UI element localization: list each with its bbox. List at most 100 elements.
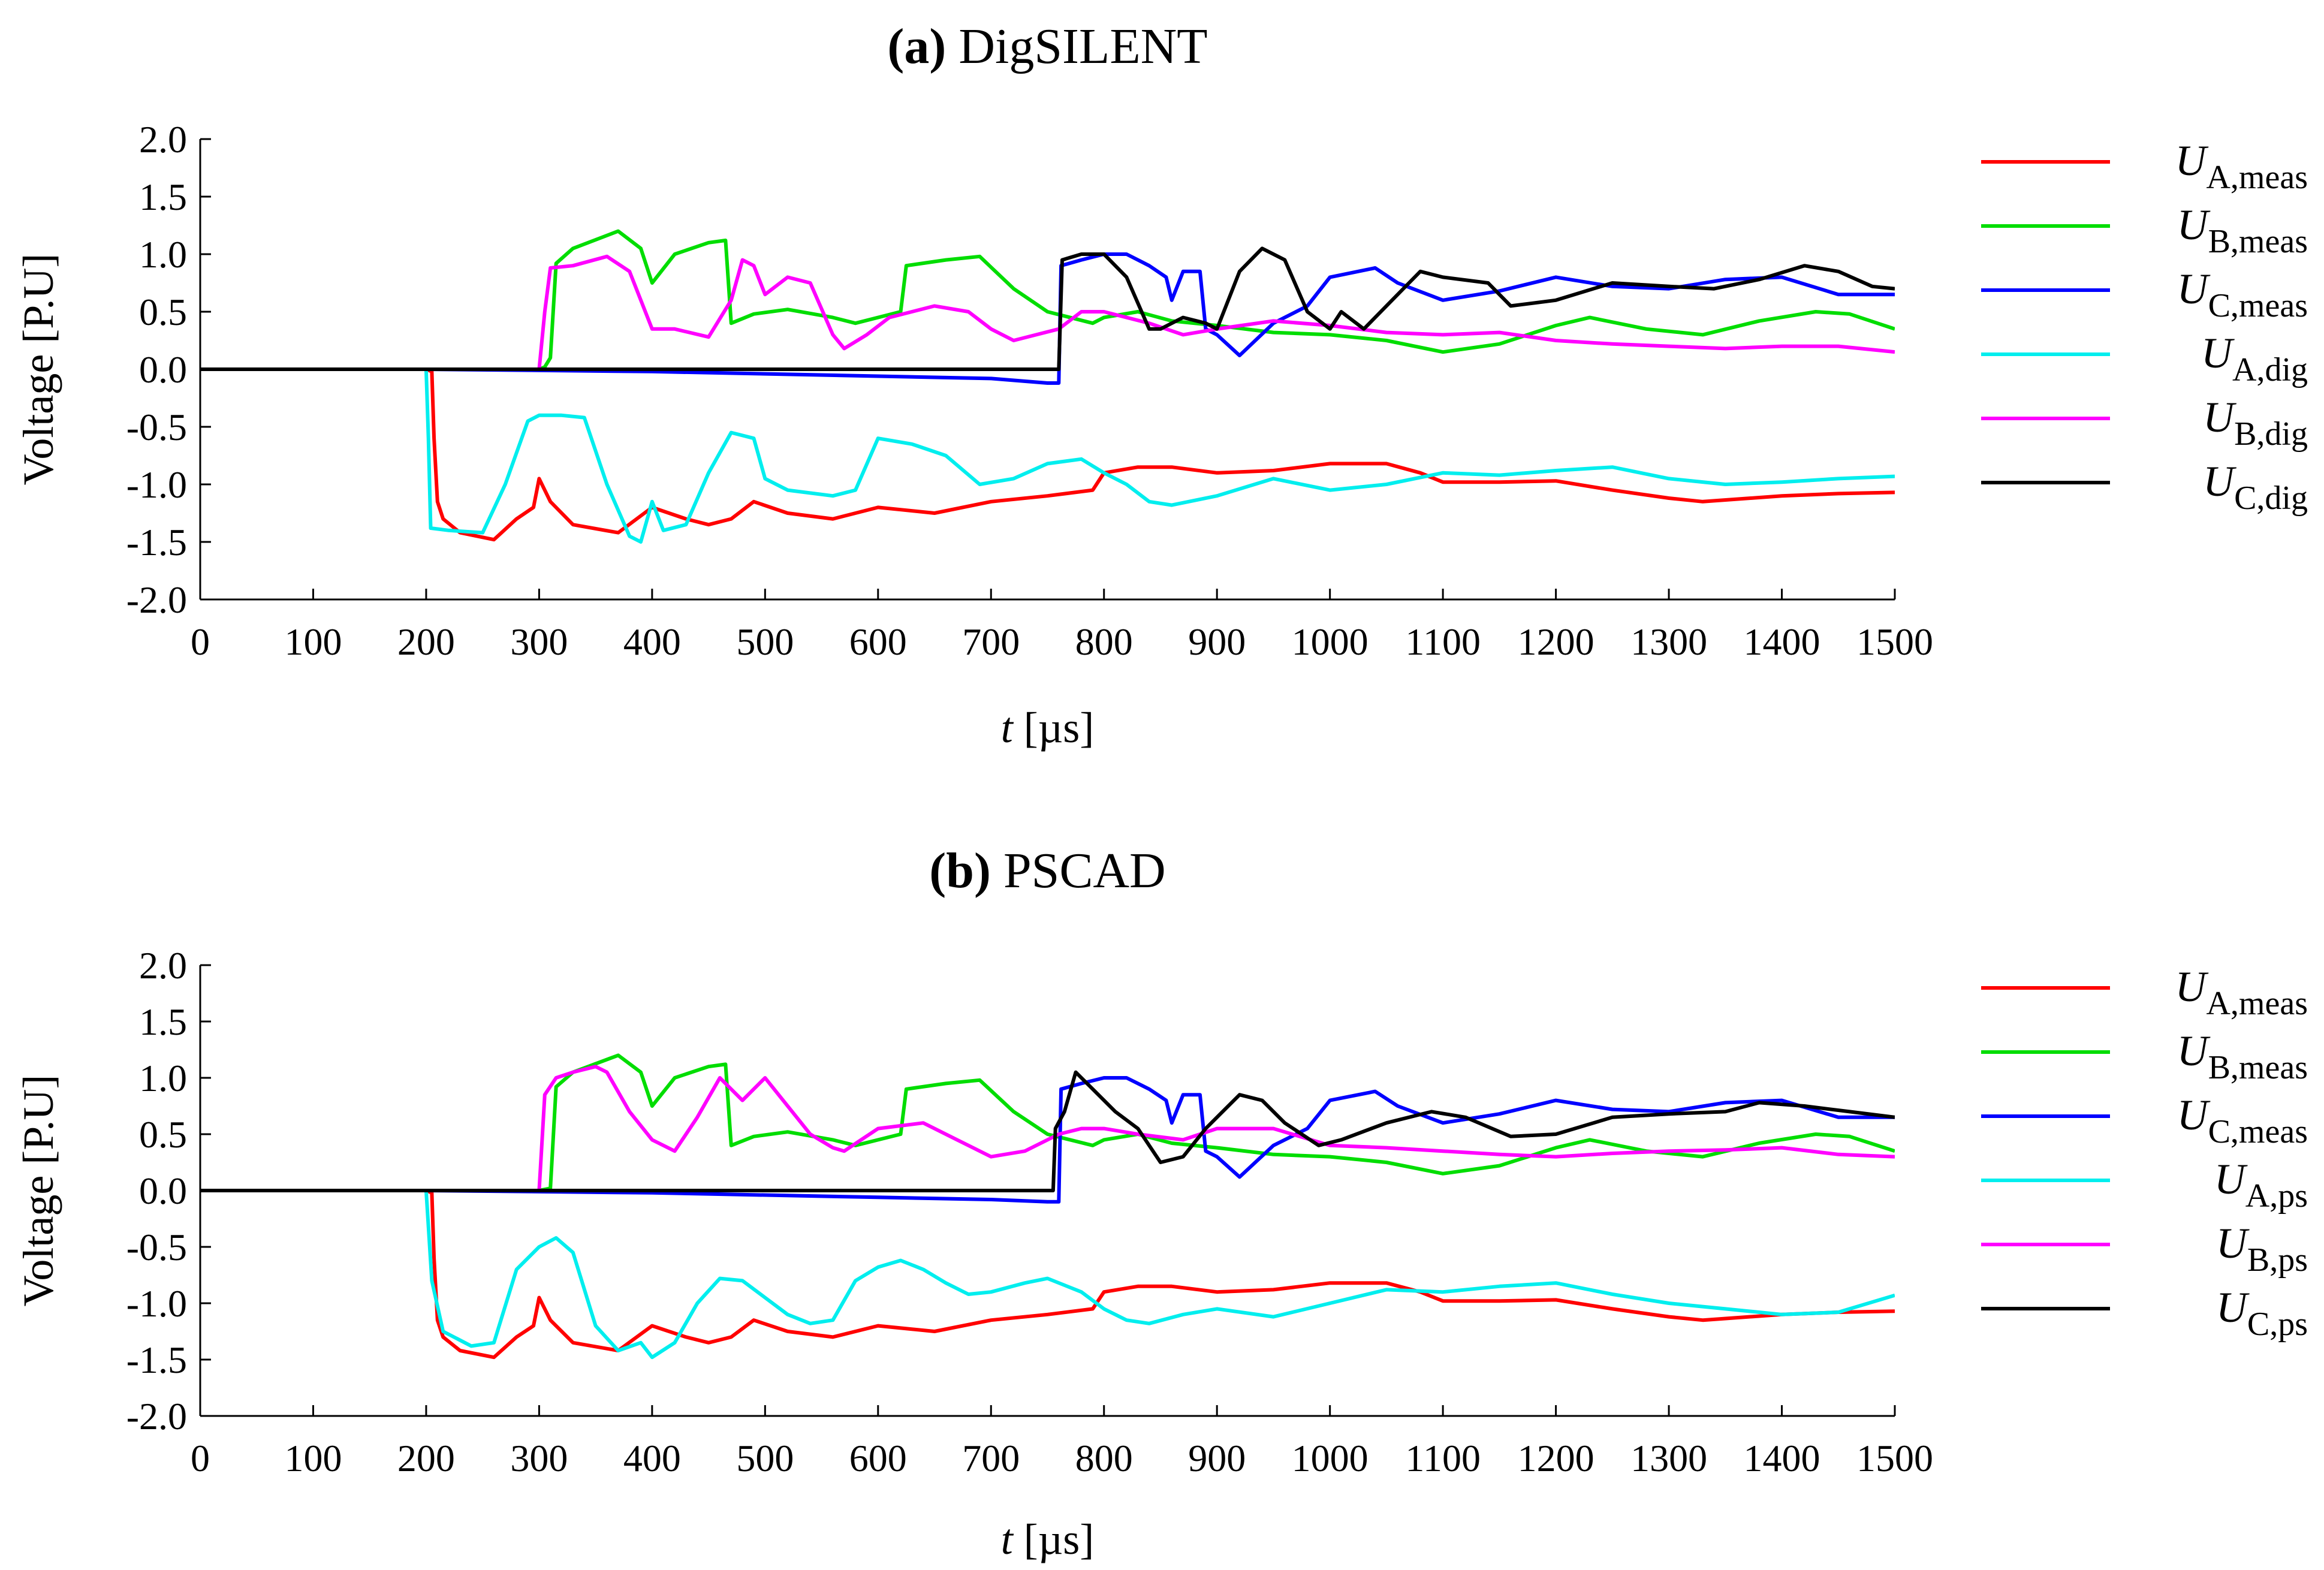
legend-label: UA,meas (2175, 137, 2308, 196)
y-tick-label: 0.5 (139, 291, 187, 333)
series-line-A-meas (200, 1189, 1895, 1360)
legend-label: UB,ps (2216, 1219, 2308, 1279)
x-axis-label-unit: [µs] (1013, 704, 1094, 752)
legend-label-subscript: A,dig (2232, 351, 2308, 388)
y-tick-label: 0.5 (139, 1113, 187, 1156)
y-tick-label: -2.0 (126, 578, 187, 621)
x-tick-label: 0 (191, 1437, 210, 1479)
legend-label: UA,ps (2214, 1155, 2308, 1215)
legend-label-symbol: U (2216, 1283, 2250, 1331)
x-tick-label: 1100 (1405, 620, 1481, 663)
legend-label-subscript: B,meas (2208, 223, 2308, 260)
y-tick-label: -1.0 (126, 463, 187, 506)
legend-label-subscript: A,meas (2206, 159, 2308, 196)
chart-title-text: PSCAD (991, 843, 1166, 899)
x-tick-label: 200 (397, 620, 455, 663)
x-tick-label: 800 (1075, 1437, 1133, 1479)
legend-label-subscript: C,dig (2234, 480, 2308, 517)
y-axis-label: Voltage [P.U] (14, 254, 62, 486)
legend-label-subscript: A,meas (2206, 985, 2308, 1022)
x-tick-label: 500 (736, 620, 794, 663)
x-tick-label: 1400 (1744, 1437, 1820, 1479)
y-tick-label: -0.5 (126, 406, 187, 448)
x-tick-label: 400 (623, 620, 681, 663)
chart-title-prefix: (b) (929, 843, 991, 899)
y-tick-label: 1.0 (139, 233, 187, 276)
x-tick-label: 0 (191, 620, 210, 663)
legend-label-symbol: U (2203, 457, 2236, 505)
chart-title: (b) PSCAD (929, 843, 1165, 899)
series-line-B-ps (200, 1065, 1895, 1192)
series-line-A-ps (200, 1189, 1895, 1360)
y-tick-label: 2.0 (139, 118, 187, 161)
y-tick-label: 1.5 (139, 176, 187, 218)
legend-label-subscript: B,dig (2234, 415, 2308, 453)
x-tick-label: 700 (962, 1437, 1020, 1479)
y-tick-label: -1.5 (126, 1339, 187, 1381)
series-line-B-meas (200, 229, 1895, 371)
series-line-C-meas (200, 1076, 1895, 1204)
y-tick-label: 2.0 (139, 944, 187, 987)
x-axis-label: t [µs] (1001, 704, 1094, 752)
x-tick-label: 1000 (1292, 620, 1369, 663)
x-axis-label-unit: [µs] (1013, 1515, 1094, 1563)
legend-label-symbol: U (2216, 1219, 2250, 1267)
x-tick-label: 100 (284, 620, 342, 663)
series-line-B-dig (200, 254, 1895, 371)
x-tick-label: 1400 (1744, 620, 1820, 663)
legend-label-symbol: U (2201, 329, 2235, 377)
legend-label-symbol: U (2175, 963, 2208, 1011)
series-line-C-meas (200, 252, 1895, 385)
x-tick-label: 200 (397, 1437, 455, 1479)
legend-label-symbol: U (2203, 393, 2236, 441)
x-tick-label: 1000 (1292, 1437, 1369, 1479)
series-line-A-meas (200, 367, 1895, 542)
x-tick-label: 1500 (1856, 1437, 1933, 1479)
chart-panel-b: (b) PSCAD 2.0 1.5 1.0 0.5 0.0 -0.5 -1.0 -1.5 -2.0… (14, 843, 2308, 1563)
series-line-A-dig (200, 367, 1895, 544)
y-tick-label: -2.0 (126, 1395, 187, 1438)
x-axis-label: t [µs] (1001, 1515, 1094, 1563)
chart-title-text: DigSILENT (946, 19, 1207, 74)
y-tick-label: 1.0 (139, 1057, 187, 1099)
x-tick-label: 1300 (1630, 1437, 1707, 1479)
legend-label: UC,meas (2177, 1091, 2308, 1150)
x-tick-label: 800 (1075, 620, 1133, 663)
legend-label: UC,meas (2177, 265, 2308, 324)
series-line-C-dig (200, 246, 1895, 371)
legend-label: UC,ps (2216, 1283, 2308, 1343)
legend-label-symbol: U (2214, 1155, 2248, 1203)
y-axis-label: Voltage [P.U] (14, 1075, 62, 1307)
series-line-B-meas (200, 1053, 1895, 1192)
legend-label-subscript: A,ps (2245, 1177, 2308, 1215)
legend-label: UA,meas (2175, 963, 2308, 1022)
series-line-C-ps (200, 1070, 1895, 1192)
legend-label-symbol: U (2177, 1091, 2211, 1139)
x-tick-label: 700 (962, 620, 1020, 663)
x-tick-label: 1200 (1518, 1437, 1594, 1479)
x-tick-label: 300 (510, 1437, 568, 1479)
x-axis-label-symbol: t (1001, 704, 1014, 752)
chart-panel-a: (a) DigSILENT 2.0 1.5 1.0 0.5 0.0 -0.5 -1.0 -1.5… (14, 19, 2308, 752)
x-tick-label: 1500 (1856, 620, 1933, 663)
legend-label-subscript: B,ps (2247, 1241, 2308, 1279)
x-tick-label: 400 (623, 1437, 681, 1479)
x-axis-label-symbol: t (1001, 1515, 1014, 1563)
x-tick-label: 600 (849, 620, 907, 663)
legend-label-subscript: B,meas (2208, 1049, 2308, 1086)
legend-label-symbol: U (2177, 1027, 2211, 1075)
legend-label: UB,meas (2177, 1027, 2308, 1086)
x-tick-label: 300 (510, 620, 568, 663)
chart-title: (a) DigSILENT (887, 19, 1207, 74)
x-tick-label: 600 (849, 1437, 907, 1479)
legend-label-subscript: C,ps (2247, 1306, 2308, 1343)
x-tick-label: 1300 (1630, 620, 1707, 663)
legend-label-symbol: U (2177, 265, 2211, 313)
legend-label-symbol: U (2177, 201, 2211, 249)
legend-label: UC,dig (2203, 457, 2308, 517)
legend-label: UB,meas (2177, 201, 2308, 260)
x-tick-label: 1100 (1405, 1437, 1481, 1479)
legend-label-subscript: C,meas (2208, 1113, 2308, 1150)
legend-label-symbol: U (2175, 137, 2208, 185)
